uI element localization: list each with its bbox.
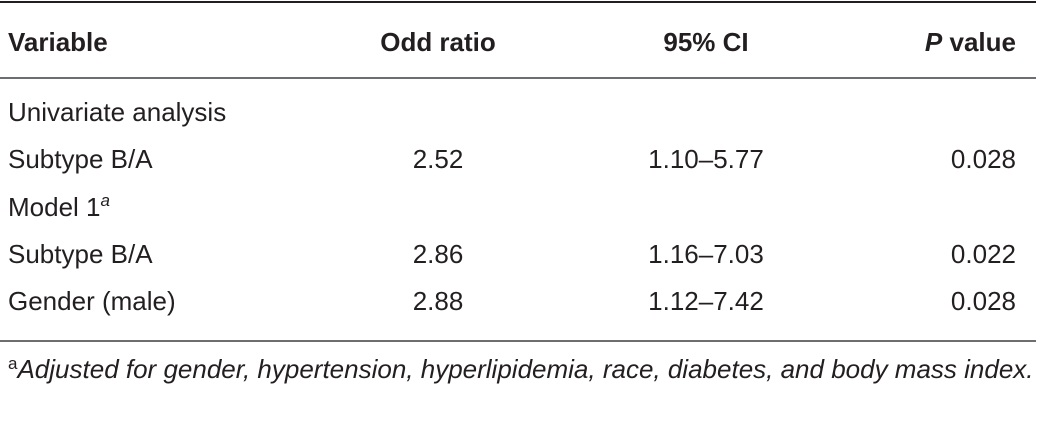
table-cell: 2.86 — [412, 238, 464, 269]
text: value — [949, 27, 1017, 57]
footnote-text: Adjusted for gender, hypertension, hyper… — [17, 354, 1034, 384]
footnote: aAdjusted for gender, hypertension, hype… — [8, 350, 1034, 388]
table-cell: 0.028 — [950, 286, 1016, 317]
table-cell: Subtype B/A — [8, 238, 153, 269]
header-cell: 95% CI — [663, 27, 749, 57]
table-cell: 0.022 — [950, 238, 1016, 269]
table-cell: 1.12–7.42 — [648, 286, 764, 317]
header-cell: Variable — [8, 27, 108, 57]
table-cell: 1.10–5.77 — [648, 144, 764, 175]
top-rule — [0, 1, 1036, 3]
table-cell: 1.16–7.03 — [648, 238, 764, 269]
footnote-marker: a — [8, 354, 18, 373]
bottom-rule — [0, 340, 1036, 342]
header-cell: P value — [925, 27, 1016, 57]
table-cell: 2.88 — [412, 286, 464, 317]
header-rule — [0, 77, 1036, 79]
table-cell: Gender (male) — [8, 286, 176, 317]
header-cell: Odd ratio — [380, 27, 496, 57]
table-cell: Model 1a — [8, 192, 110, 222]
table-cell: Subtype B/A — [8, 144, 153, 175]
text: Model 1 — [8, 191, 101, 222]
table-cell: 0.028 — [950, 144, 1016, 175]
table-cell: 2.52 — [412, 144, 464, 175]
italic-text: P — [924, 27, 943, 57]
table-cell: Univariate analysis — [8, 97, 227, 127]
superscript: a — [100, 190, 110, 210]
